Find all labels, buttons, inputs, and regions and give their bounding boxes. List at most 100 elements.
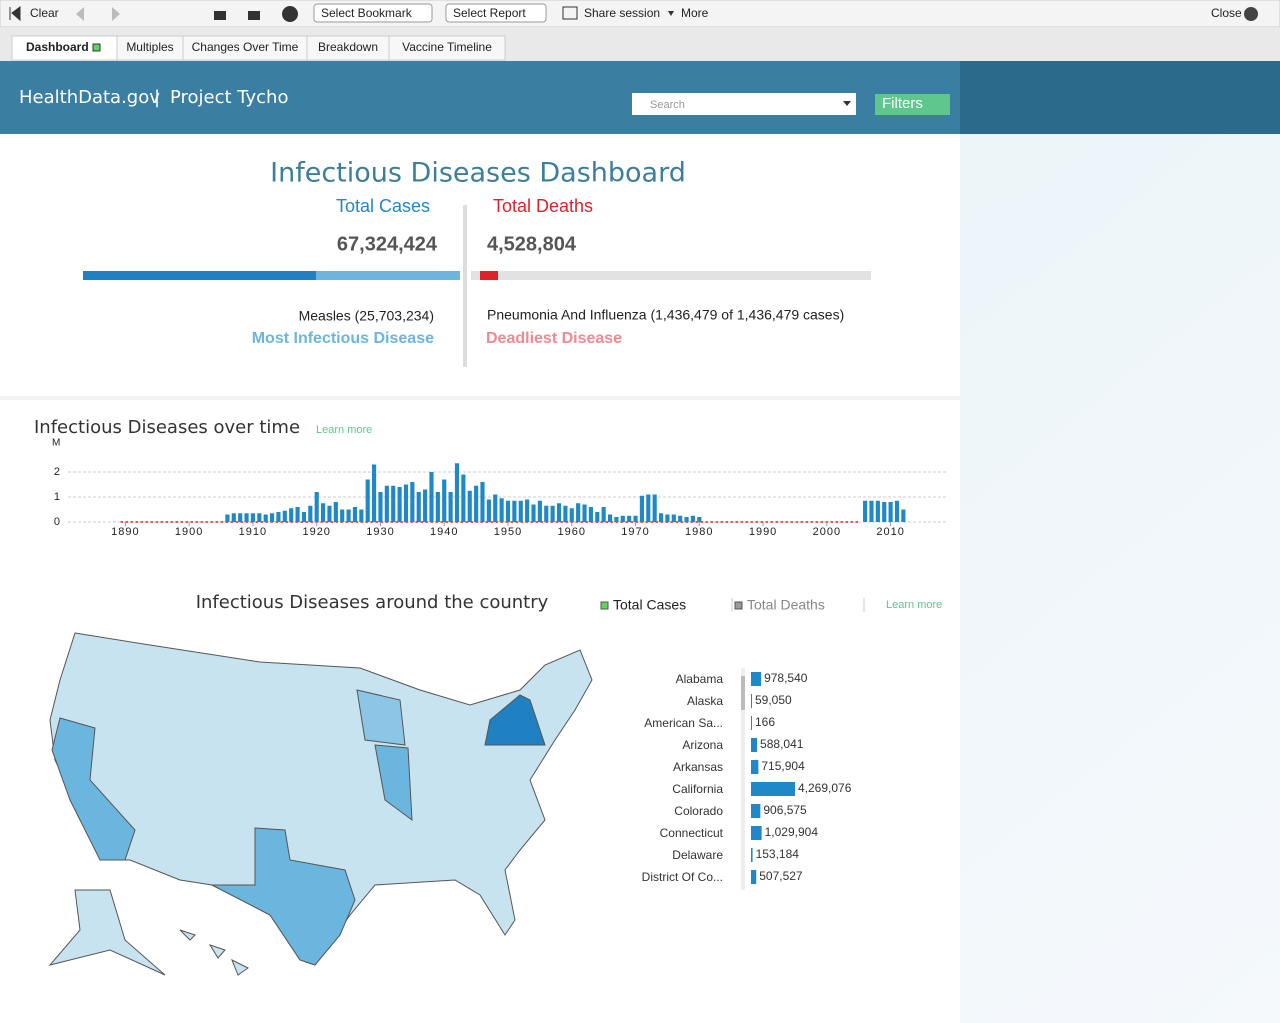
bar[interactable] (652, 494, 657, 523)
state-bar[interactable] (751, 826, 762, 840)
bookmark-select[interactable] (313, 3, 433, 23)
bar[interactable] (582, 504, 587, 523)
search-box[interactable] (632, 93, 856, 115)
legend-deaths-swatch[interactable] (734, 601, 743, 610)
report-select[interactable] (445, 3, 547, 23)
legend-cases-swatch[interactable] (600, 601, 609, 610)
bar[interactable] (448, 492, 453, 522)
bar[interactable] (474, 485, 479, 522)
state-bar[interactable] (751, 870, 757, 884)
state-bar[interactable] (751, 848, 753, 862)
texas[interactable] (211, 827, 356, 966)
bar[interactable] (257, 513, 262, 522)
bar[interactable] (684, 517, 689, 522)
bar[interactable] (499, 498, 504, 522)
bar[interactable] (550, 505, 555, 522)
bar[interactable] (601, 507, 606, 522)
bar[interactable] (282, 510, 287, 522)
bar[interactable] (231, 513, 236, 522)
bar[interactable] (333, 502, 338, 522)
state-bar[interactable] (751, 738, 758, 752)
legend-cases[interactable]: Total Cases (613, 597, 686, 613)
bar[interactable] (301, 512, 307, 522)
bar[interactable] (416, 492, 421, 522)
bar[interactable] (639, 495, 644, 522)
bar[interactable] (359, 509, 364, 523)
close-button[interactable]: Close (1211, 6, 1242, 20)
bar[interactable] (658, 513, 664, 522)
state-bar[interactable] (751, 694, 752, 708)
filters-button[interactable] (875, 94, 950, 115)
bar[interactable] (627, 515, 632, 522)
bar[interactable] (429, 472, 434, 522)
bar[interactable] (894, 500, 900, 522)
tab[interactable] (116, 35, 184, 61)
bar[interactable] (352, 507, 358, 522)
new-york[interactable] (484, 694, 546, 746)
bar[interactable] (576, 503, 581, 522)
bar[interactable] (340, 509, 345, 523)
bar[interactable] (276, 512, 281, 522)
more-button[interactable]: More (681, 6, 709, 20)
legend-deaths[interactable]: Total Deaths (747, 597, 825, 613)
state-bar[interactable] (751, 782, 795, 796)
bar[interactable] (863, 500, 868, 522)
bar[interactable] (690, 515, 695, 522)
bar[interactable] (454, 463, 460, 522)
scroll-track[interactable] (741, 668, 745, 890)
bar[interactable] (678, 515, 683, 522)
bar[interactable] (882, 502, 887, 522)
hawaii[interactable] (179, 929, 249, 976)
bar[interactable] (512, 500, 517, 522)
state-bar[interactable] (751, 716, 752, 730)
bar[interactable] (378, 492, 383, 522)
state-bar[interactable] (751, 760, 759, 774)
clear-button[interactable]: Clear (30, 6, 59, 20)
bar[interactable] (423, 489, 428, 523)
bar[interactable] (569, 508, 574, 522)
bar[interactable] (238, 513, 243, 522)
bar[interactable] (250, 513, 255, 522)
bar[interactable] (480, 482, 485, 522)
bar[interactable] (525, 499, 530, 523)
bar[interactable] (346, 509, 351, 523)
bar[interactable] (671, 514, 676, 523)
bar[interactable] (556, 503, 562, 522)
bar[interactable] (442, 479, 447, 523)
bar[interactable] (410, 482, 415, 522)
bar[interactable] (875, 500, 880, 522)
bar[interactable] (263, 514, 268, 523)
bar[interactable] (869, 500, 874, 522)
state-bar[interactable] (751, 672, 762, 686)
state-bar[interactable] (751, 804, 761, 818)
site-name[interactable]: HealthData.gov (19, 87, 160, 108)
bar[interactable] (321, 503, 326, 522)
tab[interactable] (182, 35, 308, 61)
bar[interactable] (633, 515, 638, 522)
bar[interactable] (327, 505, 332, 522)
bar[interactable] (391, 485, 396, 522)
bar[interactable] (308, 505, 313, 522)
bar[interactable] (403, 484, 409, 523)
bar[interactable] (563, 505, 568, 522)
bar[interactable] (588, 507, 593, 522)
bar[interactable] (614, 517, 619, 522)
tab[interactable] (388, 35, 506, 61)
bar[interactable] (888, 502, 893, 522)
share-button[interactable]: Share session (584, 6, 660, 20)
bar[interactable] (314, 492, 319, 522)
california[interactable] (51, 717, 136, 861)
illinois[interactable] (374, 744, 413, 822)
bar[interactable] (289, 508, 294, 522)
tab[interactable] (306, 35, 390, 61)
bar[interactable] (225, 514, 230, 523)
project-name[interactable]: Project Tycho (170, 87, 288, 108)
bar[interactable] (435, 492, 440, 522)
time-learn-more[interactable]: Learn more (316, 424, 372, 436)
bar[interactable] (505, 500, 511, 522)
bar[interactable] (518, 500, 523, 522)
bar[interactable] (269, 513, 275, 522)
map-learn-more[interactable]: Learn more (886, 599, 942, 611)
bar[interactable] (365, 479, 370, 523)
bar[interactable] (901, 509, 906, 523)
